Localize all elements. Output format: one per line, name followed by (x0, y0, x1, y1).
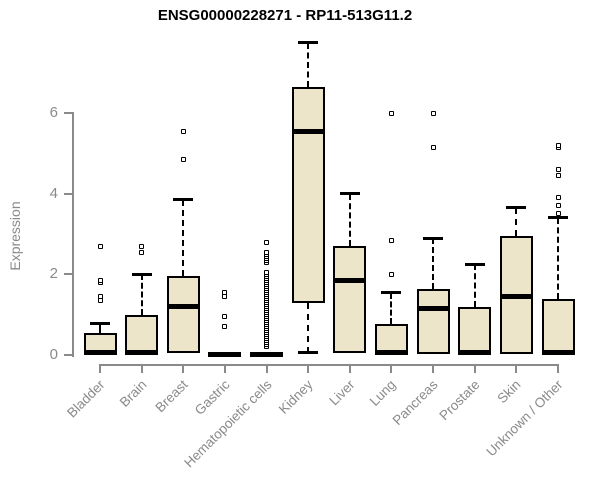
whisker-upper-breast (182, 199, 185, 277)
median-line-skin (499, 294, 533, 300)
y-axis-tick (64, 354, 72, 356)
median-line-hematopoietic-cells (250, 351, 284, 357)
whisker-cap-upper-prostate (464, 262, 485, 266)
whisker-cap-upper-liver (339, 192, 360, 196)
box-brain (125, 314, 159, 355)
median-line-pancreas (416, 306, 450, 312)
box-breast (166, 276, 200, 353)
y-axis-tick-label: 2 (49, 265, 58, 283)
chart-title: ENSG00000228271 - RP11-513G11.2 (157, 7, 413, 24)
x-axis-tick-breast (182, 364, 185, 373)
outlier-point-hematopoietic-cells (264, 269, 270, 275)
box-unknown-other (541, 298, 575, 355)
y-axis-tick-label: 6 (49, 104, 58, 122)
x-axis-tick-unknown-other (557, 364, 560, 373)
outlier-point-gastric (222, 324, 228, 330)
outlier-point-pancreas (430, 144, 436, 150)
whisker-lower-kidney (307, 302, 310, 353)
whisker-upper-liver (348, 193, 351, 247)
outlier-point-lung (388, 237, 394, 243)
whisker-upper-prostate (473, 264, 476, 307)
y-axis-tick-label: 4 (49, 184, 58, 202)
outlier-point-bladder (97, 294, 103, 300)
whisker-cap-upper-breast (173, 198, 194, 202)
x-axis-tick-skin (515, 364, 518, 373)
whisker-upper-unknown-other (557, 217, 560, 299)
box-pancreas (416, 288, 450, 354)
y-axis-tick-label: 0 (49, 346, 58, 363)
outlier-point-unknown-other (555, 211, 561, 217)
median-line-gastric (208, 351, 242, 357)
outlier-point-hematopoietic-cells (264, 249, 270, 255)
y-axis-line (72, 112, 74, 357)
whisker-upper-skin (515, 207, 518, 237)
outlier-point-brain (139, 249, 145, 255)
outlier-point-breast (180, 157, 186, 163)
whisker-upper-brain (140, 274, 143, 315)
whisker-cap-lower-kidney (298, 351, 319, 355)
x-axis-tick-pancreas (432, 364, 435, 373)
x-axis-line (99, 364, 560, 366)
whisker-upper-bladder (99, 323, 101, 333)
whisker-cap-upper-unknown-other (548, 216, 569, 220)
y-axis-tick (64, 192, 72, 195)
whisker-cap-upper-skin (506, 206, 527, 210)
outlier-point-bladder (97, 243, 103, 249)
x-axis-tick-gastric (223, 364, 226, 373)
outlier-point-lung (388, 110, 394, 116)
whisker-cap-upper-lung (381, 291, 402, 295)
outlier-point-unknown-other (555, 203, 561, 209)
median-line-breast (166, 304, 200, 310)
x-axis-tick-lung (390, 364, 393, 373)
outlier-point-brain (139, 243, 145, 249)
y-axis-tick (64, 273, 72, 276)
box-prostate (458, 306, 492, 355)
outlier-point-hematopoietic-cells (264, 239, 270, 245)
outlier-point-unknown-other (555, 195, 561, 201)
box-liver (333, 246, 367, 353)
whisker-cap-upper-bladder (90, 322, 110, 326)
x-axis-tick-kidney (307, 364, 310, 373)
whisker-cap-upper-pancreas (423, 236, 444, 240)
x-axis-tick-brain (140, 364, 143, 373)
outlier-point-unknown-other (555, 167, 561, 173)
whisker-cap-upper-brain (131, 272, 152, 276)
box-lung (374, 323, 408, 355)
outlier-point-gastric (222, 314, 228, 320)
whisker-upper-pancreas (432, 238, 435, 289)
outlier-point-pancreas (430, 110, 436, 116)
x-axis-tick-hematopoietic-cells (265, 364, 268, 373)
x-axis-tick-liver (348, 364, 351, 373)
x-axis-tick-prostate (473, 364, 476, 373)
median-line-lung (374, 350, 408, 356)
median-line-kidney (291, 128, 325, 134)
median-line-liver (333, 277, 367, 283)
outlier-point-unknown-other (555, 173, 561, 179)
outlier-point-gastric (222, 290, 228, 296)
median-line-brain (125, 350, 159, 356)
outlier-point-bladder (97, 277, 103, 283)
whisker-cap-upper-kidney (298, 41, 319, 45)
outlier-point-breast (180, 128, 186, 134)
whisker-upper-lung (390, 292, 393, 324)
whisker-upper-kidney (307, 42, 310, 87)
median-line-unknown-other (541, 350, 575, 356)
y-axis-tick (64, 112, 72, 115)
box-kidney (291, 87, 325, 303)
outlier-point-lung (388, 271, 394, 277)
x-axis-tick-bladder (99, 364, 101, 373)
median-line-prostate (458, 350, 492, 356)
outlier-point-unknown-other (555, 142, 561, 148)
median-line-bladder (83, 350, 117, 356)
